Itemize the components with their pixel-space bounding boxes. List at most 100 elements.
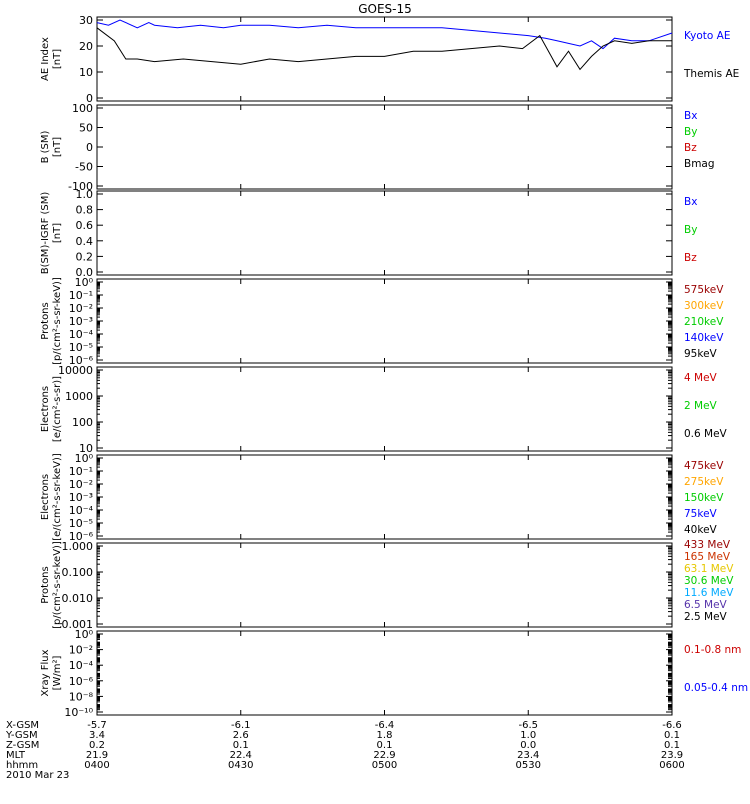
legend-entry: 4 MeV xyxy=(684,372,718,384)
y-tick-label: 10⁰ xyxy=(75,628,94,641)
panel-frame-6 xyxy=(96,542,673,628)
y-tick-label: 0.6 xyxy=(76,219,94,232)
x-axis-value: -6.4 xyxy=(375,720,395,731)
panel-frame-4 xyxy=(96,366,673,452)
legend-entry: By xyxy=(684,126,697,138)
x-axis-value: 3.4 xyxy=(89,730,105,741)
y-tick-label: 10⁰ xyxy=(75,276,94,289)
legend-entry: Bz xyxy=(684,252,697,264)
y-tick-label: 0.8 xyxy=(76,204,94,217)
y-axis-label-units: [W/m²] xyxy=(52,655,63,690)
legend-entry: By xyxy=(684,224,697,236)
y-tick-label: 10⁻¹ xyxy=(69,289,93,302)
plot-title: GOES-15 xyxy=(358,2,412,16)
y-tick-label: 0.100 xyxy=(62,566,94,579)
panel-frame-5 xyxy=(96,454,673,540)
x-axis-value: 23.4 xyxy=(517,750,539,761)
x-axis-value: -5.7 xyxy=(87,720,107,731)
x-axis-row-label: X-GSM xyxy=(6,720,39,731)
x-axis-value: 0.1 xyxy=(233,740,249,751)
y-axis-label-units: [e/(cm²-s-sr)] xyxy=(52,376,63,442)
y-tick-label: 10⁻⁴ xyxy=(69,328,94,341)
y-axis-label: AE Index xyxy=(40,37,51,81)
y-axis-label: Electrons xyxy=(40,386,51,432)
y-tick-label: 0.4 xyxy=(76,235,94,248)
y-tick-label: 10 xyxy=(79,66,93,79)
y-axis-label: B(SM)-IGRF (SM) xyxy=(40,192,51,275)
legend-entry: Bz xyxy=(684,142,697,154)
legend-entry: 210keV xyxy=(684,316,724,328)
legend-entry: 2.5 MeV xyxy=(684,611,728,623)
legend-entry: 75keV xyxy=(684,508,718,520)
y-tick-label: 0.010 xyxy=(62,592,94,605)
y-axis-label: Xray Flux xyxy=(40,649,51,696)
y-tick-label: 10⁻⁵ xyxy=(69,517,93,530)
legend-entry: 40keV xyxy=(684,524,718,536)
y-tick-label: 10⁻⁸ xyxy=(69,690,94,703)
x-axis-value: 22.4 xyxy=(230,750,252,761)
series-line xyxy=(96,27,672,71)
y-tick-label: 100 xyxy=(72,416,93,429)
x-axis-value: 23.9 xyxy=(661,750,683,761)
y-tick-label: 0.0 xyxy=(76,266,94,279)
x-axis-value: 0400 xyxy=(84,760,109,771)
legend-entry: 275keV xyxy=(684,476,724,488)
legend-entry: Themis AE xyxy=(683,68,739,80)
legend-entry: 63.1 MeV xyxy=(684,563,734,575)
y-tick-label: -100 xyxy=(68,180,93,193)
y-axis-label-units: [p/(cm²-s-sr-keV)] xyxy=(52,541,63,629)
y-tick-label: 10⁻⁶ xyxy=(69,354,94,367)
x-axis-value: 0430 xyxy=(228,760,253,771)
x-axis-row-label: MLT xyxy=(6,750,26,761)
legend-entry: Bx xyxy=(684,196,697,208)
y-tick-label: 10⁻¹ xyxy=(69,465,93,478)
x-axis-value: 1.8 xyxy=(377,730,393,741)
panel-frame-1 xyxy=(96,104,673,190)
x-axis-value: 21.9 xyxy=(86,750,108,761)
legend-entry: 11.6 MeV xyxy=(684,587,734,599)
legend-entry: 2 MeV xyxy=(684,400,718,412)
y-tick-label: 1.0 xyxy=(76,188,94,201)
y-axis-label-units: [p/(cm²-s-sr-keV)] xyxy=(52,277,63,365)
legend-entry: 6.5 MeV xyxy=(684,599,728,611)
y-tick-label: -50 xyxy=(75,161,93,174)
panel-frame-2 xyxy=(96,190,673,276)
y-tick-label: 0.001 xyxy=(62,618,94,631)
y-tick-label: 10 xyxy=(79,442,93,455)
y-tick-label: 10⁰ xyxy=(75,452,94,465)
y-tick-label: 10⁻⁴ xyxy=(69,659,94,672)
y-tick-label: 0 xyxy=(86,141,93,154)
panel-frame-7 xyxy=(96,630,673,716)
x-axis-value: 0.1 xyxy=(664,730,680,741)
legend-entry: 475keV xyxy=(684,460,724,472)
y-tick-label: 10⁻⁶ xyxy=(69,530,94,543)
legend-entry: 0.05-0.4 nm xyxy=(684,682,748,694)
y-tick-label: 1.000 xyxy=(62,540,94,553)
legend-entry: 575keV xyxy=(684,284,724,296)
x-axis-value: -6.5 xyxy=(518,720,538,731)
x-axis-row-label: 2010 Mar 23 xyxy=(6,770,69,781)
x-axis-value: 22.9 xyxy=(373,750,395,761)
legend-entry: 0.6 MeV xyxy=(684,428,728,440)
x-axis-row-label: Z-GSM xyxy=(6,740,39,751)
y-tick-label: 0.2 xyxy=(76,250,94,263)
x-axis-value: 2.6 xyxy=(233,730,249,741)
y-tick-label: 0 xyxy=(86,92,93,105)
series-line xyxy=(96,19,673,50)
y-tick-label: 10000 xyxy=(58,364,93,377)
y-axis-label-units: [nT] xyxy=(52,49,63,69)
y-axis-label-units: [nT] xyxy=(52,223,63,243)
y-tick-label: 10⁻² xyxy=(69,644,93,657)
x-axis-value: 1.0 xyxy=(520,730,536,741)
y-tick-label: 10⁻³ xyxy=(69,491,93,504)
legend-entry: 300keV xyxy=(684,300,724,312)
y-tick-label: 30 xyxy=(79,14,93,27)
y-tick-label: 10⁻⁴ xyxy=(69,504,94,517)
y-tick-label: 10⁻² xyxy=(69,478,93,491)
x-axis-value: 0.1 xyxy=(377,740,393,751)
y-tick-label: 50 xyxy=(79,122,93,135)
y-tick-label: 20 xyxy=(79,40,93,53)
legend-entry: 433 MeV xyxy=(684,539,731,551)
